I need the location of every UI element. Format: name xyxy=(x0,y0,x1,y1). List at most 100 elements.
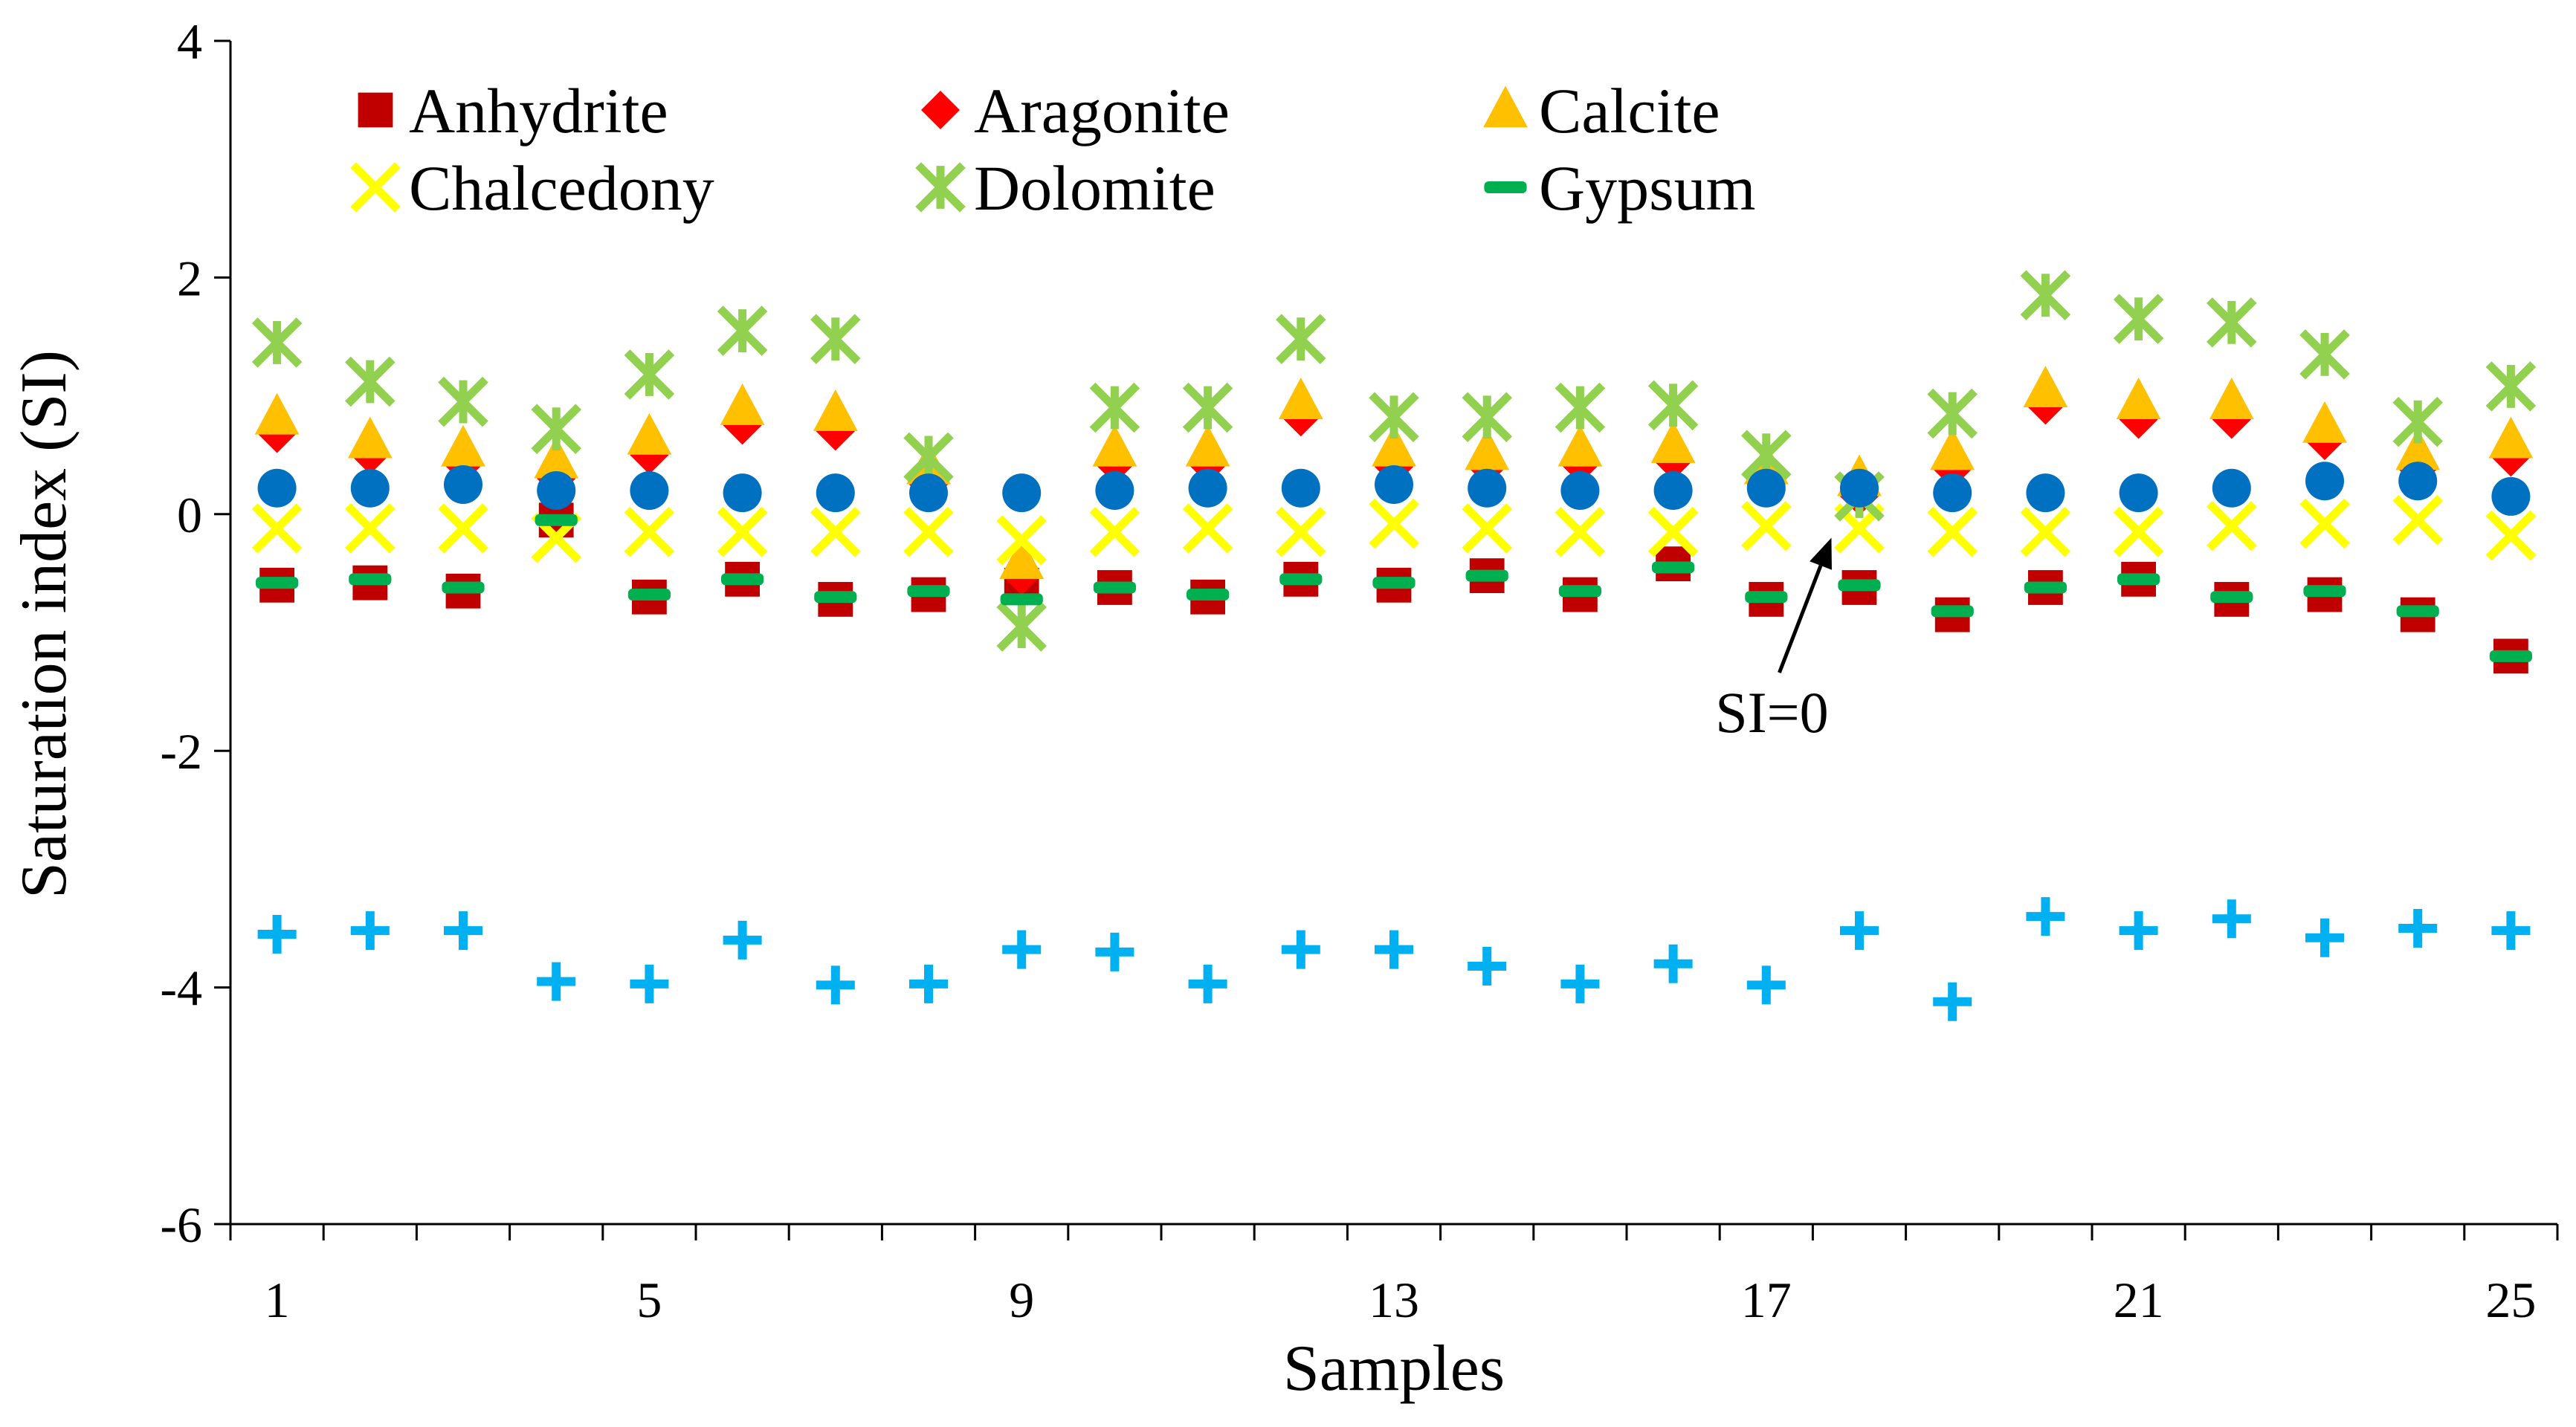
data-point xyxy=(630,964,669,1003)
legend-label: Chalcedony xyxy=(409,152,714,224)
y-axis-title: Saturation index (SI) xyxy=(8,350,80,899)
data-point xyxy=(2303,585,2346,598)
data-point xyxy=(1745,591,1788,604)
legend-item-aragonite: Aragonite xyxy=(921,75,1230,146)
data-point xyxy=(2398,909,2438,948)
data-point xyxy=(349,573,392,586)
data-point xyxy=(2026,473,2065,513)
data-point xyxy=(909,473,948,513)
data-point xyxy=(537,962,576,1001)
series-layer xyxy=(251,270,2537,1021)
data-point xyxy=(1647,506,1699,557)
data-point xyxy=(1279,573,1323,586)
data-point xyxy=(816,965,855,1005)
data-point xyxy=(1281,930,1320,969)
data-point xyxy=(627,589,671,601)
data-point xyxy=(1840,911,1879,951)
data-point xyxy=(1555,506,1606,557)
data-point xyxy=(2113,294,2164,344)
data-point xyxy=(2299,498,2350,549)
data-point xyxy=(814,591,857,604)
data-point xyxy=(1465,428,1510,470)
data-point xyxy=(1182,382,1233,433)
data-point xyxy=(537,470,576,510)
data-point xyxy=(2489,650,2532,662)
data-point xyxy=(2119,473,2158,513)
data-point xyxy=(1741,500,1792,551)
data-point xyxy=(2210,591,2253,604)
data-point xyxy=(627,412,672,455)
legend-marker xyxy=(921,91,960,129)
data-point xyxy=(1647,380,1699,431)
legend-marker xyxy=(1483,85,1528,128)
data-point xyxy=(2396,605,2439,618)
data-point xyxy=(2485,361,2537,412)
data-point xyxy=(2020,506,2071,557)
series-unlabeled-plus xyxy=(257,897,2531,1021)
data-point xyxy=(2302,401,2347,443)
data-point xyxy=(347,416,393,459)
series-unlabeled-circle xyxy=(257,462,2531,516)
series-dolomite xyxy=(251,270,2537,652)
data-point xyxy=(1930,428,1975,470)
data-point xyxy=(624,349,675,400)
x-tick-label: 25 xyxy=(2485,1272,2536,1328)
data-point xyxy=(1095,470,1134,510)
data-point xyxy=(251,317,303,368)
data-point xyxy=(999,537,1045,579)
data-point xyxy=(535,514,578,526)
data-point xyxy=(1741,430,1792,480)
data-point xyxy=(1650,421,1696,463)
legend-label: Anhydrite xyxy=(409,75,668,146)
annotation-label: SI=0 xyxy=(1715,680,1828,745)
data-point xyxy=(2113,506,2164,557)
data-point xyxy=(1560,470,1600,510)
data-point xyxy=(2392,494,2443,546)
data-point xyxy=(2026,897,2065,936)
data-point xyxy=(1558,585,1601,598)
data-point xyxy=(2488,416,2534,459)
legend-label: Aragonite xyxy=(974,75,1230,146)
data-point xyxy=(909,964,948,1003)
data-point xyxy=(1276,506,1326,557)
legend-marker xyxy=(358,92,393,128)
data-point xyxy=(1931,605,1974,618)
data-point xyxy=(723,473,762,513)
data-point xyxy=(2485,510,2537,561)
x-tick-label: 21 xyxy=(2114,1272,2164,1328)
data-point xyxy=(1834,503,1885,554)
legend-item-dolomite: Dolomite xyxy=(915,152,1216,224)
annotation-arrowhead xyxy=(1810,537,1832,570)
data-point xyxy=(810,506,861,557)
data-point xyxy=(1182,503,1233,554)
y-tick-label: 2 xyxy=(177,250,202,306)
data-point xyxy=(2398,462,2438,501)
data-point xyxy=(717,506,768,557)
data-point xyxy=(438,376,488,427)
data-point xyxy=(2392,396,2443,447)
legend-item-gypsum: Gypsum xyxy=(1484,152,1755,224)
data-point xyxy=(1462,392,1512,443)
data-point xyxy=(1281,468,1320,508)
data-point xyxy=(438,503,488,554)
data-point xyxy=(2209,378,2254,419)
legend-marker xyxy=(915,162,966,213)
data-point xyxy=(1188,964,1227,1003)
data-point xyxy=(257,914,297,954)
y-tick-label: -2 xyxy=(160,723,202,780)
data-point xyxy=(1002,930,1042,969)
data-point xyxy=(1468,468,1507,508)
data-point xyxy=(813,389,858,431)
legend-label: Dolomite xyxy=(974,152,1216,224)
data-point xyxy=(996,515,1047,566)
data-point xyxy=(1557,424,1603,467)
data-point xyxy=(1369,498,1419,549)
data-point xyxy=(1187,589,1230,601)
data-point xyxy=(717,305,768,356)
legend-item-chalcedony: Chalcedony xyxy=(350,152,714,224)
data-point xyxy=(907,585,950,598)
legend: Anhydrite Aragonite Calcite Chalcedony Dolom… xyxy=(350,75,1755,224)
data-point xyxy=(1372,424,1416,467)
data-point xyxy=(2116,378,2161,419)
